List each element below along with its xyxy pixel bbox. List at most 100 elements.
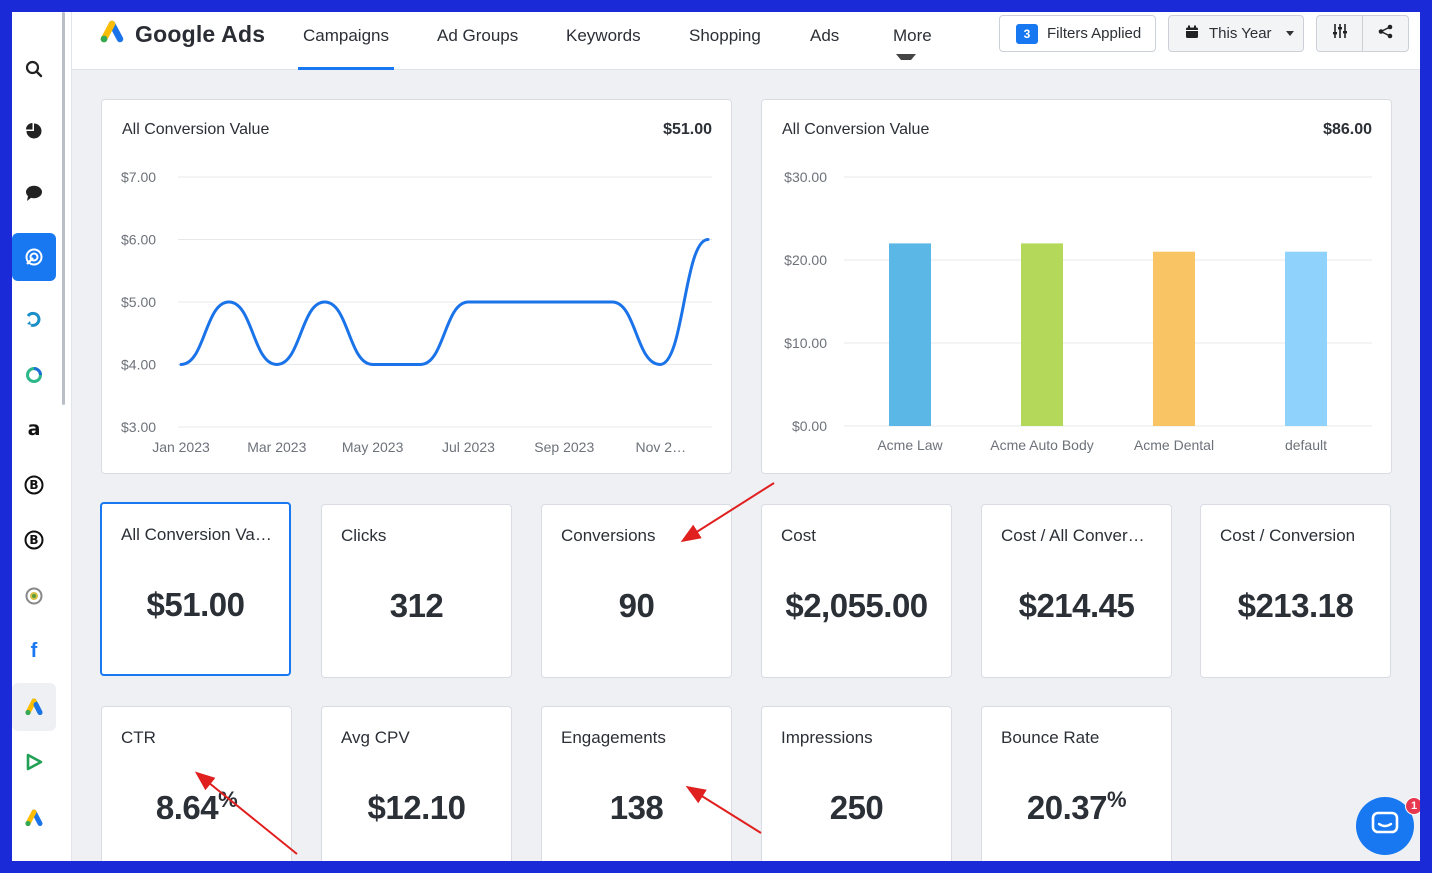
- data-point: [562, 300, 567, 305]
- metric-card-bounce-rate[interactable]: Bounce Rate 20.37%: [981, 706, 1172, 861]
- metric-card-engagements[interactable]: Engagements 138: [541, 706, 732, 861]
- sidebar-item-b-1[interactable]: B: [12, 461, 56, 509]
- x-tick-label: May 2023: [342, 439, 404, 455]
- metric-unit: %: [218, 787, 238, 812]
- data-point: [226, 300, 231, 305]
- b-logo-letter: B: [29, 478, 39, 492]
- data-point: [179, 362, 184, 367]
- line-chart: $7.00 $6.00 $5.00 $4.00 $3.00 Jan 2023 Mar 202…: [121, 169, 712, 455]
- metric-label: Cost / Conversion: [1220, 526, 1356, 545]
- tab-more[interactable]: More: [883, 26, 942, 70]
- tab-label: Shopping: [689, 26, 761, 45]
- metric-card-avg-cpv[interactable]: Avg CPV $12.10: [321, 706, 512, 861]
- data-point: [610, 300, 615, 305]
- sidebar-item-dashboard[interactable]: [12, 233, 56, 281]
- share-icon: [1378, 24, 1393, 44]
- sidebar-item-google-ads-2[interactable]: [12, 794, 56, 842]
- b-logo-icon: [24, 475, 44, 495]
- y-tick-label: $0.00: [792, 418, 827, 434]
- date-range-button[interactable]: This Year: [1168, 15, 1304, 52]
- integration-icon: [25, 310, 43, 328]
- tab-keywords[interactable]: Keywords: [561, 26, 646, 70]
- metric-card-all-conversion-value[interactable]: All Conversion Va… $51.00: [100, 502, 291, 676]
- x-tick-label: Acme Law: [877, 437, 943, 453]
- sidebar-item-target[interactable]: [12, 572, 56, 620]
- data-point: [322, 300, 327, 305]
- y-tick-label: $30.00: [784, 169, 827, 185]
- tab-campaigns[interactable]: Campaigns: [298, 26, 394, 70]
- brand: Google Ads: [99, 20, 265, 49]
- chat-notification-badge: 1: [1405, 797, 1420, 815]
- customize-button[interactable]: [1317, 16, 1362, 51]
- bar: [1021, 243, 1063, 426]
- metric-label: Cost / All Conver…: [1001, 526, 1145, 545]
- sidebar-item-b-2[interactable]: B: [12, 516, 56, 564]
- y-tick-label: $4.00: [121, 357, 156, 373]
- metric-number: 20.37: [1026, 789, 1108, 826]
- metric-value: 312: [389, 587, 444, 624]
- metric-label: Bounce Rate: [1001, 728, 1100, 747]
- metric-card-cost-per-all-conversion[interactable]: Cost / All Conver… $214.45: [981, 504, 1172, 678]
- chat-bubble-icon: [25, 184, 43, 202]
- metric-value: 8.64%: [102, 787, 291, 827]
- x-tick-label: Mar 2023: [247, 439, 306, 455]
- x-tick-label: Acme Dental: [1134, 437, 1214, 453]
- metric-label: Cost: [781, 526, 816, 545]
- tab-shopping[interactable]: Shopping: [684, 26, 766, 70]
- sidebar-scrollbar[interactable]: [62, 12, 65, 405]
- metric-card-cost[interactable]: Cost $2,055.00: [761, 504, 952, 678]
- x-tick-label: Sep 2023: [534, 439, 594, 455]
- y-tick-label: $7.00: [121, 169, 156, 185]
- sidebar-item-search[interactable]: [12, 45, 56, 93]
- pie-chart-icon: [25, 122, 43, 140]
- bar: [1153, 251, 1195, 426]
- bar: [1285, 251, 1327, 426]
- sliders-icon: [1332, 23, 1348, 44]
- dashboard-icon: [24, 247, 44, 267]
- google-ads-logo-icon: [99, 20, 125, 49]
- sidebar-item-integration-2[interactable]: [12, 351, 56, 399]
- metric-number: 8.64: [155, 789, 219, 826]
- metric-label: Avg CPV: [341, 728, 410, 747]
- google-ads-icon: [24, 698, 44, 716]
- chat-launcher-button[interactable]: [1356, 797, 1414, 855]
- metric-value: $214.45: [1018, 587, 1135, 624]
- tab-ads[interactable]: Ads: [805, 26, 844, 70]
- bar-chart: $30.00 $20.00 $10.00 $0.00 Acme Law Acme Auto…: [784, 169, 1372, 453]
- amazon-icon: a: [27, 418, 41, 440]
- sidebar-item-reports[interactable]: [12, 107, 56, 155]
- date-range-label: This Year: [1209, 25, 1272, 42]
- metric-card-cost-per-conversion[interactable]: Cost / Conversion $213.18: [1200, 504, 1391, 678]
- metric-value: $213.18: [1237, 587, 1354, 624]
- filters-button[interactable]: 3 Filters Applied: [999, 15, 1156, 52]
- metric-value: $51.00: [146, 586, 245, 623]
- metric-value: 250: [829, 789, 884, 826]
- y-tick-label: $6.00: [121, 232, 156, 248]
- tab-ad-groups[interactable]: Ad Groups: [432, 26, 523, 70]
- sidebar-item-integration-1[interactable]: [12, 295, 56, 343]
- sidebar-item-amazon[interactable]: a: [12, 405, 56, 453]
- y-tick-label: $20.00: [784, 252, 827, 268]
- metric-card-conversions[interactable]: Conversions 90: [541, 504, 732, 678]
- more-label: More: [893, 26, 932, 45]
- ring-icon: [25, 366, 43, 384]
- sidebar-item-play[interactable]: [12, 738, 56, 786]
- line-chart-card: All Conversion Value $51.00 $7.00 $6.00 $5…: [101, 99, 732, 474]
- metric-card-clicks[interactable]: Clicks 312: [321, 504, 512, 678]
- chevron-down-icon: [896, 53, 916, 60]
- sidebar-item-google-ads[interactable]: [12, 683, 56, 731]
- sidebar-item-messages[interactable]: [12, 169, 56, 217]
- bar-chart-card: All Conversion Value $86.00 $30.00 $20.00…: [761, 99, 1392, 474]
- sidebar-item-facebook[interactable]: f: [12, 627, 56, 675]
- chart-total: $86.00: [1323, 121, 1372, 138]
- tab-label: Keywords: [566, 26, 641, 45]
- metric-label: Impressions: [781, 728, 873, 747]
- metric-card-impressions[interactable]: Impressions 250: [761, 706, 952, 861]
- metric-card-ctr[interactable]: CTR 8.64%: [101, 706, 292, 861]
- share-button[interactable]: [1362, 16, 1408, 51]
- data-point: [706, 237, 711, 242]
- tab-label: Campaigns: [303, 26, 389, 45]
- data-point: [658, 362, 663, 367]
- b-logo-letter: B: [29, 533, 39, 547]
- sidebar: a B B f: [12, 12, 72, 861]
